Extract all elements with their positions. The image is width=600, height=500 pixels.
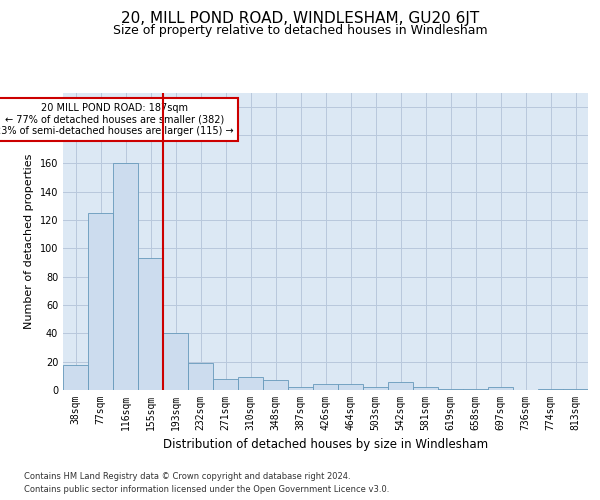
Y-axis label: Number of detached properties: Number of detached properties xyxy=(24,154,34,329)
Bar xyxy=(313,384,338,390)
Bar xyxy=(463,388,488,390)
Bar xyxy=(138,258,163,390)
Text: Contains HM Land Registry data © Crown copyright and database right 2024.: Contains HM Land Registry data © Crown c… xyxy=(24,472,350,481)
Bar xyxy=(63,364,88,390)
Bar xyxy=(288,387,313,390)
Text: 20 MILL POND ROAD: 187sqm
← 77% of detached houses are smaller (382)
23% of semi: 20 MILL POND ROAD: 187sqm ← 77% of detac… xyxy=(0,103,233,136)
Text: Size of property relative to detached houses in Windlesham: Size of property relative to detached ho… xyxy=(113,24,487,37)
Bar xyxy=(188,363,213,390)
X-axis label: Distribution of detached houses by size in Windlesham: Distribution of detached houses by size … xyxy=(163,438,488,452)
Bar xyxy=(538,388,563,390)
Bar xyxy=(238,377,263,390)
Bar xyxy=(338,384,363,390)
Bar xyxy=(113,164,138,390)
Bar xyxy=(388,382,413,390)
Bar xyxy=(413,387,438,390)
Bar xyxy=(488,387,513,390)
Bar xyxy=(163,334,188,390)
Text: Contains public sector information licensed under the Open Government Licence v3: Contains public sector information licen… xyxy=(24,484,389,494)
Bar xyxy=(213,378,238,390)
Bar xyxy=(363,387,388,390)
Bar xyxy=(88,213,113,390)
Bar xyxy=(438,388,463,390)
Text: 20, MILL POND ROAD, WINDLESHAM, GU20 6JT: 20, MILL POND ROAD, WINDLESHAM, GU20 6JT xyxy=(121,11,479,26)
Bar xyxy=(563,388,588,390)
Bar xyxy=(263,380,288,390)
